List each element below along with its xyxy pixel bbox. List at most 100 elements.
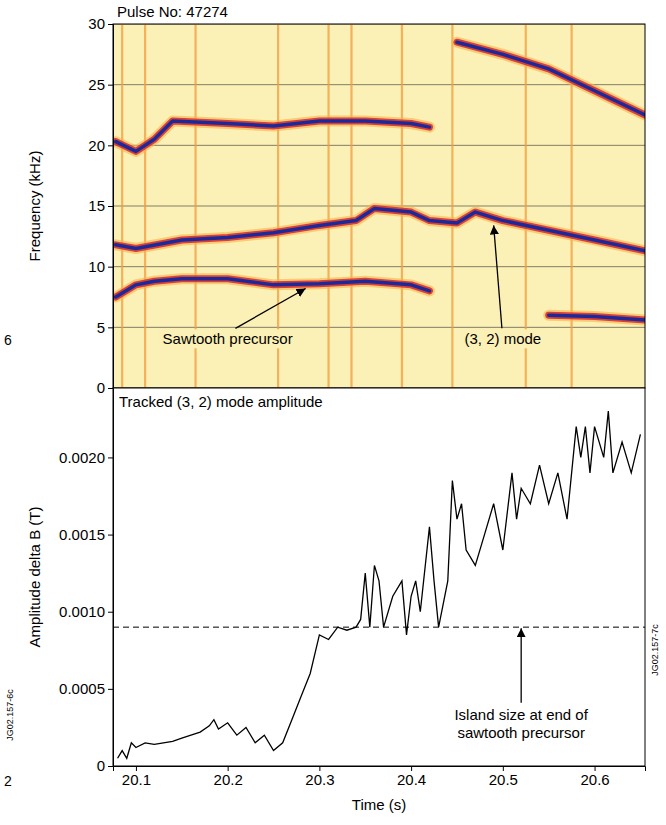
margin-text: 2 xyxy=(4,773,12,789)
x-axis-tick: 20.3 xyxy=(305,766,334,788)
burst-line xyxy=(327,24,329,388)
figure: 051015202530Pulse No: 47274Frequency (kH… xyxy=(0,0,666,825)
amplitude-panel: 20.1 20.2 20.3 20.4 20.5 20.6 0 0.0005 0.0010 0.0… xyxy=(26,388,646,813)
y-axis: 0 5 10 15 20 25 30 xyxy=(88,15,113,396)
y-axis-tick: 0 xyxy=(97,379,113,396)
y-axis-tick: 15 xyxy=(88,197,113,214)
burst-line xyxy=(451,24,453,388)
x-axis-tick: 20.6 xyxy=(580,766,609,788)
y-axis-tick-label: 20 xyxy=(88,137,105,154)
mode-track xyxy=(457,42,645,115)
mode-track-halo xyxy=(549,315,645,320)
x-axis-tick-label: 20.5 xyxy=(489,771,518,788)
y-axis: 0 0.0005 0.0010 0.0015 0.0020 xyxy=(59,389,113,775)
y-axis-tick: 5 xyxy=(97,319,113,336)
mode-track-halo xyxy=(116,208,645,250)
mode-track-halo xyxy=(457,42,645,115)
y-axis-tick-mark xyxy=(108,766,113,767)
x-axis-tick-label: 20.3 xyxy=(305,771,334,788)
y-axis-tick: 30 xyxy=(88,15,113,32)
y-axis-tick-label: 10 xyxy=(88,258,105,275)
x-axis-tick-label: 20.1 xyxy=(122,771,151,788)
x-axis-tick: 20.2 xyxy=(214,766,243,788)
y-axis-tick-mark xyxy=(108,206,113,207)
burst-line xyxy=(350,24,352,388)
y-axis-tick: 10 xyxy=(88,258,113,275)
y-axis-tick: 25 xyxy=(88,76,113,93)
margin-text: 6 xyxy=(4,332,12,348)
y-axis-title: Frequency (kHz) xyxy=(26,151,43,262)
grid-line xyxy=(113,266,645,267)
x-axis-tick-label: 20.2 xyxy=(214,771,243,788)
plot-background xyxy=(113,388,645,766)
y-axis-tick-label: 0 xyxy=(97,757,105,774)
y-axis-tick-label: 0.0020 xyxy=(59,449,105,466)
y-axis-tick: 0.0010 xyxy=(59,603,113,620)
y-axis-tick-label: 30 xyxy=(88,15,105,32)
figure-code: JG02.157-7c xyxy=(650,624,660,676)
y-axis-tick: 0 xyxy=(97,757,113,774)
x-axis: 20.1 20.2 20.3 20.4 20.5 20.6 xyxy=(114,766,646,788)
plot-frame xyxy=(113,388,645,766)
mode-track-halo xyxy=(549,315,645,320)
y-axis-tick-mark xyxy=(108,267,113,268)
x-axis-tick: 20.1 xyxy=(122,766,151,788)
text-line: Island size at end of xyxy=(454,706,588,723)
reference-line xyxy=(113,627,645,628)
annotation-arrow xyxy=(521,628,522,703)
mode-track-halo xyxy=(457,42,645,115)
annotation-background xyxy=(461,329,544,348)
y-axis-tick-mark xyxy=(108,145,113,146)
y-axis-title: Amplitude delta B (T) xyxy=(26,507,43,648)
y-axis-tick-mark xyxy=(108,457,113,458)
y-axis-tick-mark xyxy=(108,85,113,86)
y-axis-tick-label: 0.0010 xyxy=(59,603,105,620)
mode-track-halo xyxy=(116,121,430,151)
y-axis-tick-label: 25 xyxy=(88,76,105,93)
x-axis-tick: 20.5 xyxy=(489,766,518,788)
y-axis-tick-label: 0 xyxy=(97,379,105,396)
mode-track-halo xyxy=(116,279,430,297)
y-axis-tick-mark xyxy=(108,535,113,536)
burst-line xyxy=(144,24,146,388)
chart-title: Pulse No: 47274 xyxy=(117,3,228,20)
spectrogram-panel: 0 5 10 15 20 25 30 Pulse No: 47274 Frequency (kH… xyxy=(26,3,645,396)
y-axis-tick: 0.0015 xyxy=(59,526,113,543)
y-axis-tick-label: 0.0005 xyxy=(59,680,105,697)
amplitude-line xyxy=(118,411,641,758)
y-axis-line xyxy=(108,25,114,389)
annotation-arrow xyxy=(235,289,305,329)
mode-track-halo xyxy=(116,279,430,297)
grid-line xyxy=(113,145,645,146)
mode-track xyxy=(116,279,430,297)
grid-line xyxy=(113,84,645,85)
annotation: Island size at end ofsawtooth precursor xyxy=(454,706,588,741)
plot-frame xyxy=(113,24,645,388)
mode-track-halo xyxy=(116,208,645,250)
mode-track xyxy=(549,315,645,320)
y-axis-line xyxy=(108,389,114,767)
x-axis-tick: 20.4 xyxy=(397,766,426,788)
y-axis-tick: 20 xyxy=(88,137,113,154)
y-axis-tick-mark xyxy=(108,24,113,25)
y-axis-tick-label: 15 xyxy=(88,197,105,214)
chart-title: Tracked (3, 2) mode amplitude xyxy=(119,393,323,410)
text-line: sawtooth precursor xyxy=(457,724,585,741)
mode-track xyxy=(116,121,430,151)
annotation-arrow xyxy=(494,225,502,328)
amplitude-marks xyxy=(113,411,645,758)
y-axis-tick-label: 0.0015 xyxy=(59,526,105,543)
x-axis-tick-label: 20.4 xyxy=(397,771,426,788)
y-axis-tick-mark xyxy=(108,689,113,690)
annotation-background xyxy=(160,329,296,348)
burst-line xyxy=(121,24,123,388)
spectrogram-marks xyxy=(113,24,645,388)
y-axis-tick-mark xyxy=(108,327,113,328)
mode-track-halo xyxy=(116,121,430,151)
x-axis-line xyxy=(114,767,646,772)
figure-code: JG02.157-6c xyxy=(5,689,15,741)
mode-track xyxy=(116,208,645,250)
y-axis-tick-label: 5 xyxy=(97,319,105,336)
plot-background xyxy=(113,24,645,388)
annotation: (3, 2) mode xyxy=(464,330,541,347)
